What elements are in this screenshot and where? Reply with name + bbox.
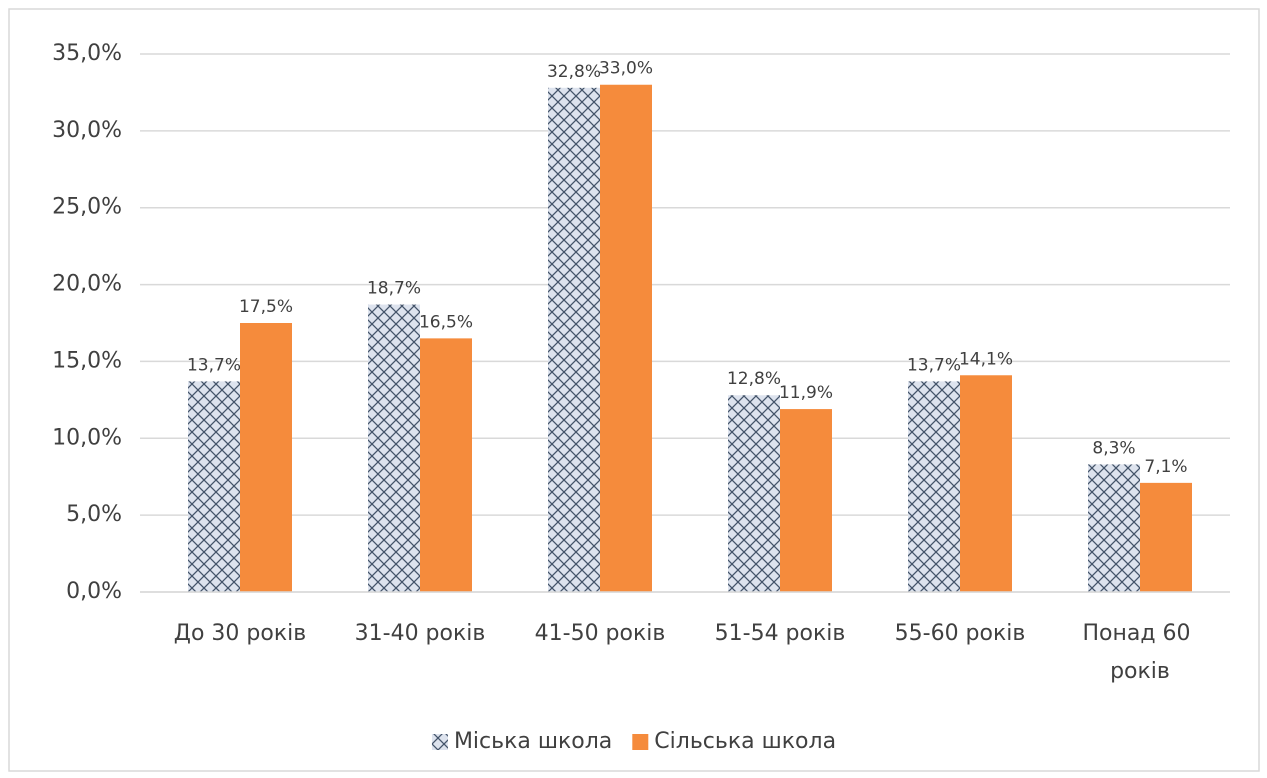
bar bbox=[1140, 482, 1192, 592]
value-label: 16,5% bbox=[419, 312, 473, 332]
value-label: 32,8% bbox=[547, 62, 601, 82]
x-tick-label: 31-40 років bbox=[355, 621, 486, 646]
value-label: 13,7% bbox=[907, 355, 961, 375]
x-tick-label: 51-54 років bbox=[715, 621, 846, 646]
x-tick-label: Понад 60 років bbox=[1082, 621, 1197, 684]
bar bbox=[420, 338, 472, 592]
bar bbox=[960, 375, 1012, 592]
value-label: 13,7% bbox=[187, 355, 241, 375]
bar bbox=[780, 409, 832, 592]
y-tick-label: 10,0% bbox=[52, 425, 122, 450]
bar bbox=[240, 323, 292, 592]
y-tick-label: 15,0% bbox=[52, 348, 122, 373]
value-label: 17,5% bbox=[239, 297, 293, 317]
value-label: 18,7% bbox=[367, 279, 421, 299]
x-tick-label: 41-50 років bbox=[535, 621, 666, 646]
value-label: 14,1% bbox=[959, 349, 1013, 369]
value-label: 7,1% bbox=[1144, 457, 1187, 477]
value-label: 8,3% bbox=[1092, 438, 1135, 458]
x-tick-label: До 30 років bbox=[174, 621, 306, 646]
y-tick-label: 5,0% bbox=[66, 502, 122, 527]
bar bbox=[548, 87, 600, 593]
legend-swatch bbox=[632, 734, 649, 750]
y-tick-label: 35,0% bbox=[52, 41, 122, 66]
legend-label: Міська школа bbox=[454, 729, 612, 754]
bar bbox=[600, 84, 652, 592]
bar bbox=[188, 381, 240, 592]
value-label: 11,9% bbox=[779, 383, 833, 403]
y-tick-label: 25,0% bbox=[52, 195, 122, 220]
y-tick-label: 30,0% bbox=[52, 118, 122, 143]
legend-label: Сільська школа bbox=[654, 729, 836, 754]
bar bbox=[368, 304, 420, 592]
y-tick-label: 0,0% bbox=[66, 579, 122, 604]
value-label: 12,8% bbox=[727, 369, 781, 389]
bar bbox=[1088, 464, 1140, 592]
y-tick-label: 20,0% bbox=[52, 272, 122, 297]
bar bbox=[728, 395, 780, 592]
bar bbox=[908, 381, 960, 592]
value-label: 33,0% bbox=[599, 59, 653, 79]
legend-swatch bbox=[431, 734, 448, 750]
x-tick-label: 55-60 років bbox=[895, 621, 1026, 646]
